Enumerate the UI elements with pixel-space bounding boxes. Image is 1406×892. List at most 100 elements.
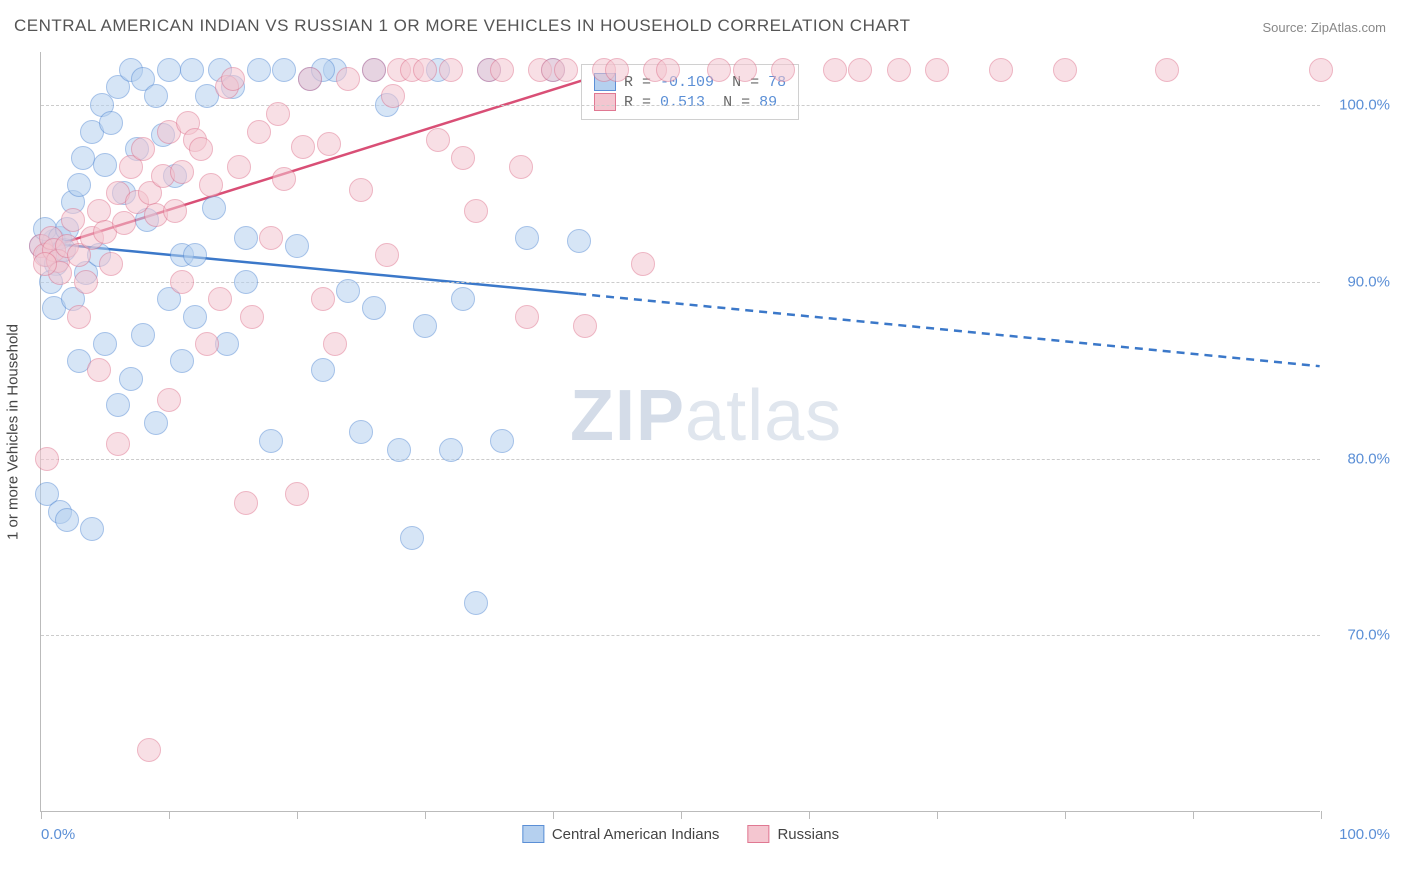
- data-point: [490, 429, 514, 453]
- data-point: [554, 58, 578, 82]
- data-point: [199, 173, 223, 197]
- data-point: [426, 128, 450, 152]
- x-tick: [681, 811, 682, 819]
- data-point: [413, 314, 437, 338]
- data-point: [464, 199, 488, 223]
- data-point: [227, 155, 251, 179]
- data-point: [99, 252, 123, 276]
- stats-row: R = 0.513 N = 89: [594, 93, 786, 111]
- data-point: [71, 146, 95, 170]
- data-point: [67, 305, 91, 329]
- data-point: [106, 432, 130, 456]
- x-tick: [169, 811, 170, 819]
- data-point: [240, 305, 264, 329]
- data-point: [989, 58, 1013, 82]
- data-point: [67, 173, 91, 197]
- data-point: [272, 167, 296, 191]
- legend-swatch: [522, 825, 544, 843]
- source-attribution: Source: ZipAtlas.com: [1262, 20, 1386, 35]
- data-point: [707, 58, 731, 82]
- data-point: [375, 243, 399, 267]
- data-point: [99, 111, 123, 135]
- x-tick: [809, 811, 810, 819]
- data-point: [144, 411, 168, 435]
- watermark-bold: ZIP: [570, 376, 685, 456]
- y-tick-label: 80.0%: [1330, 450, 1390, 467]
- data-point: [439, 438, 463, 462]
- data-point: [131, 137, 155, 161]
- legend-item: Central American Indians: [522, 825, 720, 843]
- x-tick: [1321, 811, 1322, 819]
- data-point: [733, 58, 757, 82]
- watermark-light: atlas: [685, 376, 842, 456]
- trend-line: [578, 294, 1319, 366]
- data-point: [1309, 58, 1333, 82]
- data-point: [221, 67, 245, 91]
- data-point: [170, 349, 194, 373]
- data-point: [259, 429, 283, 453]
- data-point: [311, 358, 335, 382]
- x-tick: [937, 811, 938, 819]
- data-point: [259, 226, 283, 250]
- data-point: [106, 393, 130, 417]
- data-point: [848, 58, 872, 82]
- data-point: [163, 199, 187, 223]
- data-point: [61, 208, 85, 232]
- data-point: [170, 160, 194, 184]
- x-tick: [553, 811, 554, 819]
- data-point: [93, 153, 117, 177]
- data-point: [771, 58, 795, 82]
- data-point: [490, 58, 514, 82]
- data-point: [349, 178, 373, 202]
- data-point: [285, 234, 309, 258]
- data-point: [336, 279, 360, 303]
- data-point: [208, 287, 232, 311]
- data-point: [631, 252, 655, 276]
- data-point: [234, 491, 258, 515]
- data-point: [515, 226, 539, 250]
- data-point: [400, 526, 424, 550]
- chart-legend: Central American Indians Russians: [522, 825, 839, 843]
- data-point: [183, 243, 207, 267]
- legend-swatch: [747, 825, 769, 843]
- legend-label: Russians: [777, 826, 839, 843]
- stats-text: R = 0.513 N = 89: [624, 94, 777, 111]
- data-point: [247, 120, 271, 144]
- data-point: [509, 155, 533, 179]
- data-point: [323, 332, 347, 356]
- data-point: [573, 314, 597, 338]
- data-point: [311, 287, 335, 311]
- y-tick-label: 70.0%: [1330, 627, 1390, 644]
- data-point: [925, 58, 949, 82]
- y-tick-label: 90.0%: [1330, 273, 1390, 290]
- data-point: [131, 323, 155, 347]
- data-point: [119, 367, 143, 391]
- gridline: [41, 105, 1320, 106]
- data-point: [93, 332, 117, 356]
- data-point: [234, 270, 258, 294]
- data-point: [381, 84, 405, 108]
- data-point: [1155, 58, 1179, 82]
- data-point: [285, 482, 309, 506]
- data-point: [515, 305, 539, 329]
- x-axis-max-label: 100.0%: [1339, 826, 1390, 843]
- data-point: [80, 517, 104, 541]
- x-axis-min-label: 0.0%: [41, 826, 75, 843]
- x-tick: [41, 811, 42, 819]
- x-tick: [1193, 811, 1194, 819]
- data-point: [439, 58, 463, 82]
- data-point: [170, 270, 194, 294]
- data-point: [137, 738, 161, 762]
- x-tick: [1065, 811, 1066, 819]
- chart-plot-area: ZIPatlas 1 or more Vehicles in Household…: [40, 52, 1320, 812]
- data-point: [266, 102, 290, 126]
- data-point: [413, 58, 437, 82]
- data-point: [157, 58, 181, 82]
- y-axis-title: 1 or more Vehicles in Household: [5, 324, 22, 540]
- data-point: [195, 332, 219, 356]
- data-point: [247, 58, 271, 82]
- data-point: [157, 388, 181, 412]
- data-point: [451, 287, 475, 311]
- data-point: [291, 135, 315, 159]
- data-point: [33, 252, 57, 276]
